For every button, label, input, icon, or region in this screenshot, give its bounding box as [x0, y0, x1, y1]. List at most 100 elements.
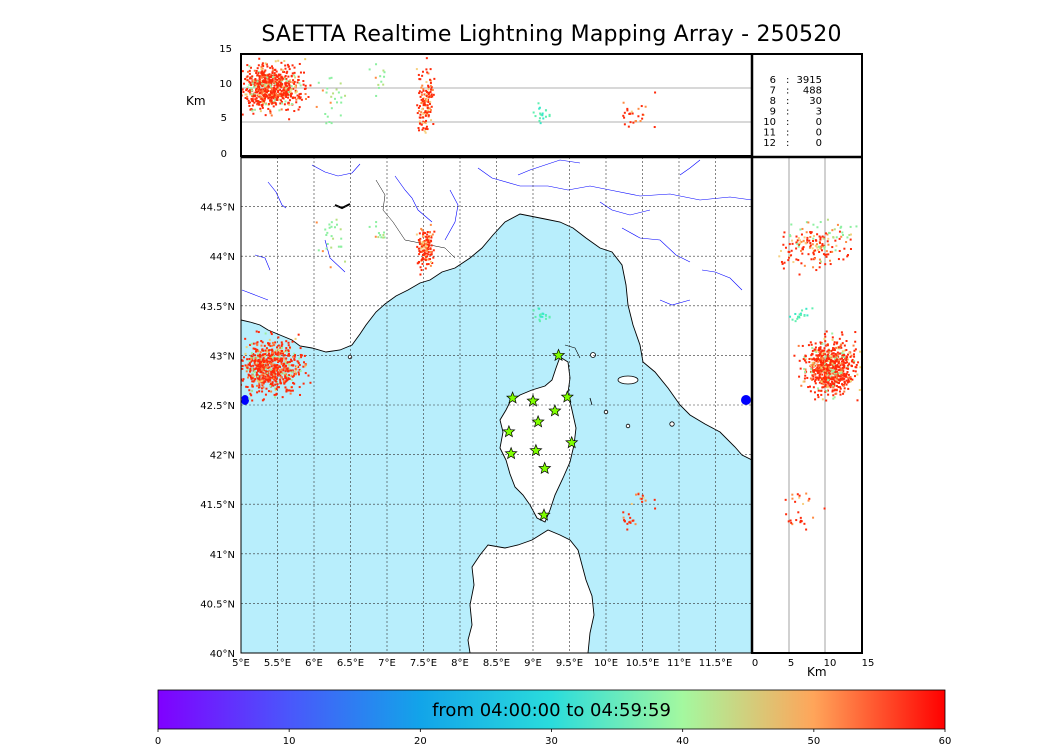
- lightning-source: [242, 378, 245, 381]
- lightning-source: [290, 370, 293, 373]
- lightning-source: [250, 355, 253, 358]
- lightning-source: [292, 374, 295, 377]
- lightning-source-alt: [293, 71, 296, 74]
- lightning-source-alt: [287, 90, 290, 93]
- lightning-source-side: [830, 357, 833, 360]
- lightning-source-side: [829, 250, 832, 253]
- lightning-source-side: [822, 353, 825, 356]
- lightning-source-side: [843, 344, 846, 347]
- lightning-source-side: [814, 378, 817, 381]
- lightning-source-side: [849, 238, 852, 241]
- lightning-source-alt: [424, 113, 427, 116]
- lightning-source-side: [797, 259, 800, 262]
- hyeres-island: [347, 354, 353, 360]
- lightning-source: [264, 332, 267, 335]
- lightning-source-side: [819, 368, 822, 371]
- lightning-source-alt: [270, 94, 273, 97]
- lightning-source-alt: [256, 74, 259, 77]
- lightning-source: [539, 315, 542, 318]
- lightning-source-alt: [273, 84, 276, 87]
- lightning-source-alt: [252, 94, 255, 97]
- lightning-source: [427, 248, 430, 251]
- lightning-source-side: [833, 369, 836, 372]
- lightning-source-side: [833, 228, 836, 231]
- lightning-source-side: [800, 233, 803, 236]
- lightning-source-alt: [254, 84, 257, 87]
- lightning-source-side: [790, 254, 793, 257]
- lightning-source-side: [816, 246, 819, 249]
- lightning-source: [623, 519, 626, 522]
- lightning-source-side: [787, 259, 790, 262]
- lightning-source-side: [823, 236, 826, 239]
- lightning-source: [262, 358, 265, 361]
- lightning-source-side: [812, 386, 815, 389]
- lma-station-marker: [502, 424, 516, 438]
- lightning-source-side: [821, 376, 824, 379]
- lightning-source: [297, 371, 300, 374]
- lightning-source: [264, 378, 267, 381]
- lightning-source-alt: [330, 122, 333, 125]
- lightning-source-side: [819, 347, 822, 350]
- station-count-colon: :: [786, 128, 789, 139]
- lightning-source-alt: [340, 101, 343, 104]
- lightning-source: [266, 360, 269, 363]
- lightning-source-alt: [427, 95, 430, 98]
- lightning-source: [247, 374, 250, 377]
- lightning-source-alt: [328, 77, 331, 80]
- lightning-source-side: [835, 384, 838, 387]
- lightning-source-alt: [326, 115, 329, 118]
- lon-tick-label: 10°E: [594, 658, 618, 669]
- lightning-source: [295, 368, 298, 371]
- lightning-source-side: [814, 346, 817, 349]
- lightning-source-alt: [280, 95, 283, 98]
- lightning-source: [279, 374, 282, 377]
- lon-tick-label: 8.5°E: [483, 658, 510, 669]
- lightning-source-alt: [626, 107, 629, 110]
- lightning-source-alt: [419, 95, 422, 98]
- lightning-source-alt: [422, 103, 425, 106]
- lightning-source: [257, 368, 260, 371]
- lightning-source: [283, 382, 286, 385]
- station-count-colon: :: [786, 75, 789, 86]
- lightning-source-side: [838, 379, 841, 382]
- lightning-source-side: [830, 353, 833, 356]
- lightning-source-side: [830, 356, 833, 359]
- lightning-source: [429, 250, 432, 253]
- lightning-source-alt: [330, 95, 333, 98]
- lightning-source-alt: [426, 71, 429, 74]
- lightning-source-side: [816, 366, 819, 369]
- lightning-source: [257, 331, 260, 334]
- lightning-source-alt: [248, 91, 251, 94]
- lightning-source-alt: [298, 62, 301, 65]
- lightning-source: [275, 369, 278, 372]
- lightning-source: [259, 351, 262, 354]
- lightning-source-side: [832, 352, 835, 355]
- lightning-source-alt: [263, 75, 266, 78]
- station-count-colon: :: [786, 138, 789, 149]
- lightning-source-side: [799, 312, 802, 315]
- lightning-source-side: [804, 368, 807, 371]
- lightning-source-alt: [286, 91, 289, 94]
- lightning-source-side: [858, 389, 861, 392]
- lightning-source-side: [834, 358, 837, 361]
- lightning-source: [241, 367, 244, 370]
- longitude-tick-labels: 5°E 5.5°E 6°E 6.5°E 7°E 7.5°E 8°E 8.5°E 9°E 9.5°E…: [232, 658, 732, 669]
- lightning-source-alt: [246, 98, 249, 101]
- lightning-source-side: [839, 378, 842, 381]
- lightning-source: [641, 500, 644, 503]
- lightning-source-side: [847, 363, 850, 366]
- lightning-source: [283, 367, 286, 370]
- lightning-source-alt: [264, 83, 267, 86]
- lightning-source-alt: [278, 79, 281, 82]
- lightning-source: [280, 341, 283, 344]
- lightning-source-side: [799, 519, 802, 522]
- lightning-source-alt: [637, 107, 640, 110]
- lightning-source-side: [829, 362, 832, 365]
- lightning-source-side: [833, 347, 836, 350]
- lightning-source: [429, 239, 432, 242]
- lightning-source: [256, 375, 259, 378]
- lightning-source-side: [832, 364, 835, 367]
- lightning-source-side: [832, 376, 835, 379]
- lightning-source: [274, 349, 277, 352]
- lightning-source: [295, 372, 298, 375]
